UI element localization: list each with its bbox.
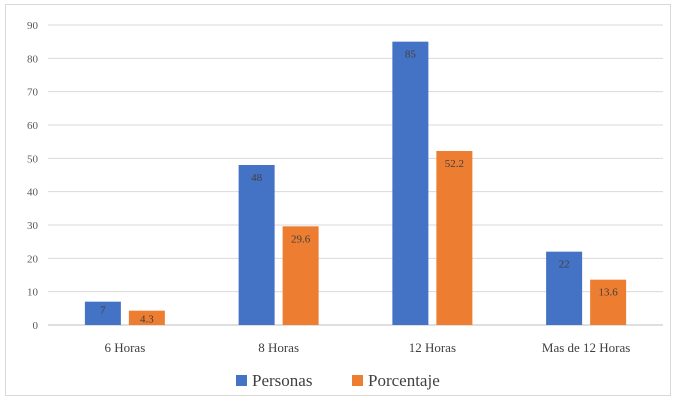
bar-personas-3: [392, 41, 429, 326]
data-label-porcentaje-4: 13.6: [599, 287, 619, 299]
y-tick-label-50: 50: [27, 153, 39, 165]
category-label-1: 6 Horas: [104, 340, 145, 355]
bar-porcentaje-2: [282, 226, 319, 325]
bar-porcentaje-3: [436, 151, 473, 325]
data-label-porcentaje-1: 4.3: [140, 314, 154, 326]
bar-porcentaje-4: [590, 279, 627, 325]
data-label-personas-2: 48: [251, 172, 263, 184]
data-label-personas-1: 7: [100, 305, 106, 317]
y-tick-label-60: 60: [27, 120, 39, 132]
legend-swatch-personas: [236, 375, 247, 386]
bar-porcentaje-1: [128, 310, 165, 325]
y-tick-label-80: 80: [27, 53, 39, 65]
bar-personas-1: [84, 301, 121, 325]
bar-personas-2: [238, 165, 275, 325]
data-label-porcentaje-3: 52.2: [445, 158, 464, 170]
chart-frame: [5, 4, 671, 396]
data-label-porcentaje-2: 29.6: [291, 233, 311, 245]
bars: [84, 41, 627, 326]
legend: Personas Porcentaje: [236, 371, 440, 390]
y-tick-label-40: 40: [27, 187, 39, 199]
category-label-4: Mas de 12 Horas: [542, 340, 630, 355]
legend-label-personas: Personas: [252, 371, 312, 390]
category-label-2: 8 Horas: [258, 340, 299, 355]
category-label-3: 12 Horas: [409, 340, 456, 355]
y-tick-label-10: 10: [27, 287, 39, 299]
y-axis-tick-labels: 0 10 20 30 40 50 60 70 80 90: [27, 20, 39, 332]
legend-swatch-porcentaje: [352, 375, 363, 386]
x-axis-category-labels: 6 Horas 8 Horas 12 Horas Mas de 12 Horas: [104, 340, 630, 355]
y-tick-label-90: 90: [27, 20, 39, 32]
data-label-personas-4: 22: [559, 259, 570, 271]
bar-personas-4: [546, 251, 583, 325]
legend-label-porcentaje: Porcentaje: [368, 371, 440, 390]
data-label-personas-3: 85: [405, 49, 417, 61]
y-tick-label-30: 30: [27, 220, 39, 232]
y-tick-label-20: 20: [27, 253, 39, 265]
y-tick-label-70: 70: [27, 87, 39, 99]
y-tick-label-0: 0: [33, 320, 39, 332]
data-labels: 7 4.3 48 29.6 85 52.2 22 13.6: [100, 49, 618, 326]
